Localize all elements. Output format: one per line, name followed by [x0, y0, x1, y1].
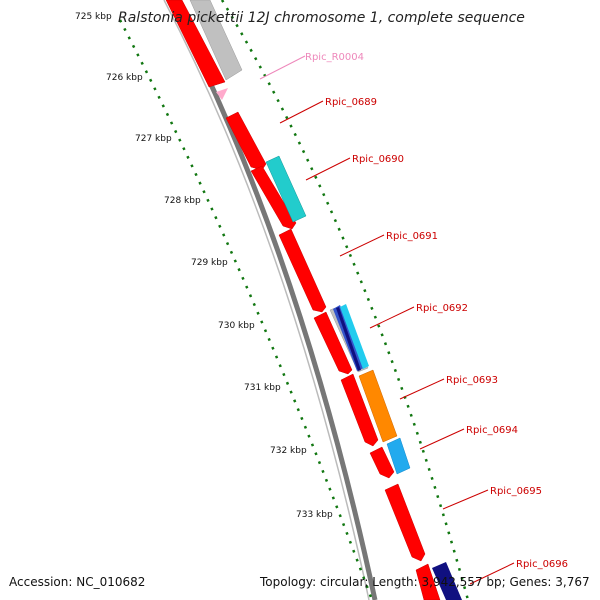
gene-label[interactable]: Rpic_0689: [325, 97, 377, 108]
backbone-highlight: [163, 0, 370, 600]
kbp-tick-label: 732 kbp: [270, 446, 307, 456]
cds-block[interactable]: [278, 228, 327, 313]
kbp-tick-label: 725 kbp: [75, 12, 112, 22]
kbp-tick-label: 731 kbp: [244, 383, 281, 393]
leader-line: [305, 157, 351, 181]
gene-label[interactable]: Rpic_0691: [386, 231, 438, 242]
kbp-tick-label: 729 kbp: [191, 258, 228, 268]
teal-feature[interactable]: [265, 155, 307, 223]
kbp-tick-label: 726 kbp: [106, 73, 143, 83]
navy-feature[interactable]: [336, 307, 361, 371]
gene-label[interactable]: Rpic_0696: [516, 559, 568, 570]
cyan-feature[interactable]: [340, 304, 369, 369]
accession-text: Accession: NC_010682: [9, 575, 145, 589]
cds-block[interactable]: [313, 311, 353, 375]
kbp-tick-label: 733 kbp: [296, 510, 333, 520]
cds-block[interactable]: [415, 563, 441, 600]
leader-line: [419, 428, 465, 450]
gene-label[interactable]: Rpic_0692: [416, 303, 468, 314]
gene-labels: Rpic_R0004 Rpic_0689 Rpic_0690 Rpic_0691…: [305, 52, 568, 570]
gray-feature[interactable]: [189, 0, 243, 81]
leader-line: [469, 562, 515, 585]
cds-block[interactable]: [165, 0, 226, 88]
label-leaders: [259, 55, 515, 585]
leader-line: [339, 234, 385, 257]
outer-tick-track: [220, 0, 470, 600]
cds-track: [165, 0, 441, 600]
kbp-tick-label: 728 kbp: [164, 196, 201, 206]
kbp-tick-label: 727 kbp: [135, 134, 172, 144]
kbp-tick-label: 730 kbp: [218, 321, 255, 331]
gene-label[interactable]: Rpic_0694: [466, 425, 518, 436]
leader-line: [442, 489, 489, 510]
map-title: Ralstonia pickettii 12J chromosome 1, co…: [118, 10, 525, 26]
gene-label[interactable]: Rpic_R0004: [305, 52, 364, 63]
rna-feature[interactable]: [216, 88, 228, 100]
kbp-labels: 725 kbp 726 kbp 727 kbp 728 kbp 729 kbp …: [75, 12, 333, 520]
gene-label[interactable]: Rpic_0695: [490, 486, 542, 497]
leader-line: [369, 306, 415, 329]
leader-line: [259, 55, 306, 80]
cds-block[interactable]: [369, 446, 395, 479]
cds-block[interactable]: [250, 165, 297, 230]
gene-label[interactable]: Rpic_0690: [352, 154, 404, 165]
leader-line: [279, 100, 324, 124]
navy-feature[interactable]: [432, 562, 462, 600]
feature-track: [189, 0, 462, 600]
cds-block[interactable]: [340, 373, 379, 447]
orange-feature[interactable]: [358, 369, 398, 443]
sky-feature[interactable]: [386, 437, 411, 475]
leader-line: [399, 378, 445, 400]
summary-text: Topology: circular; Length: 3,942,557 bp…: [259, 575, 590, 589]
chromosome-backbone: [167, 0, 378, 600]
cds-block[interactable]: [225, 111, 267, 171]
gene-label[interactable]: Rpic_0693: [446, 375, 498, 386]
cds-block[interactable]: [384, 483, 426, 562]
